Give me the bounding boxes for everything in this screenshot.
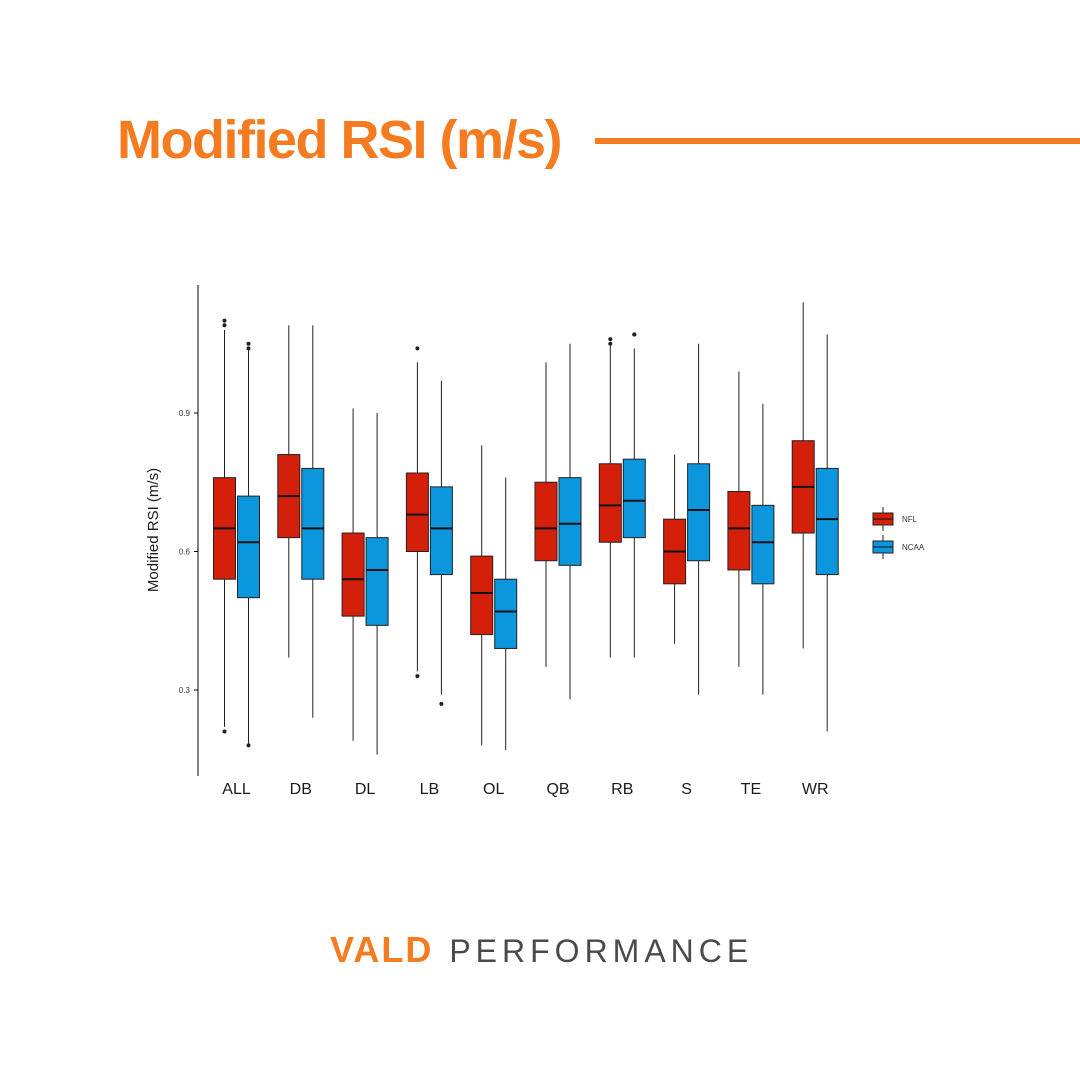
box-iqr xyxy=(622,458,646,539)
box-iqr xyxy=(815,467,839,576)
outlier-point xyxy=(415,346,420,351)
box-nfl-wr xyxy=(791,302,815,649)
box-ncaa-rb xyxy=(622,332,646,658)
y-axis-label: Modified RSI (m/s) xyxy=(145,468,162,592)
y-tick-label: 0.3 xyxy=(179,686,191,695)
legend-item-nfl: NFL xyxy=(872,507,918,531)
box-nfl-rb xyxy=(598,337,622,658)
x-axis-labels: ALL DB DL LB OL QB RB S TE WR xyxy=(222,781,828,798)
box-ncaa-all xyxy=(237,341,260,748)
x-tick-label: S xyxy=(681,781,692,798)
outlier-point xyxy=(246,743,251,748)
y-tick-label: 0.6 xyxy=(179,548,191,557)
outlier-point xyxy=(608,341,613,346)
box-nfl-all xyxy=(213,318,236,734)
brand-primary: VALD xyxy=(330,929,434,970)
box-nfl-qb xyxy=(534,362,558,667)
box-ncaa-db xyxy=(301,325,325,718)
box-series xyxy=(213,302,839,755)
outlier-point xyxy=(222,729,227,734)
box-iqr xyxy=(470,555,494,636)
outlier-point xyxy=(222,318,227,323)
x-tick-label: QB xyxy=(546,781,569,798)
box-ncaa-ol xyxy=(494,477,518,751)
box-iqr xyxy=(341,532,365,617)
y-axis-ticks: 0.3 0.6 0.9 xyxy=(179,409,198,695)
box-ncaa-wr xyxy=(815,334,839,732)
title-rule xyxy=(595,138,1080,144)
outlier-point xyxy=(415,674,420,679)
box-iqr xyxy=(687,463,711,562)
legend-label: NCAA xyxy=(902,543,925,552)
outlier-point xyxy=(246,341,251,346)
box-iqr xyxy=(237,495,260,599)
box-ncaa-dl xyxy=(365,413,389,755)
box-iqr xyxy=(301,467,325,580)
x-tick-label: WR xyxy=(802,781,829,798)
x-tick-label: TE xyxy=(741,781,761,798)
box-iqr xyxy=(751,504,775,585)
box-ncaa-s xyxy=(687,343,711,695)
box-nfl-lb xyxy=(405,346,429,679)
box-iqr xyxy=(558,477,582,566)
x-tick-label: DB xyxy=(290,781,312,798)
brand-logo: VALD PERFORMANCE xyxy=(330,928,753,980)
box-iqr xyxy=(598,463,622,543)
box-iqr xyxy=(494,578,518,649)
x-tick-label: RB xyxy=(611,781,633,798)
box-iqr xyxy=(429,486,453,576)
y-tick-label: 0.9 xyxy=(179,409,191,418)
legend: NFL NCAA xyxy=(872,507,925,559)
outlier-point xyxy=(439,701,444,706)
box-nfl-db xyxy=(277,325,301,658)
page-title: Modified RSI (m/s) xyxy=(117,110,563,170)
x-tick-label: LB xyxy=(420,781,440,798)
box-iqr xyxy=(727,490,751,571)
outlier-point xyxy=(608,337,613,342)
box-ncaa-qb xyxy=(558,343,582,700)
box-nfl-dl xyxy=(341,408,365,741)
legend-item-ncaa: NCAA xyxy=(872,535,925,559)
outlier-point xyxy=(632,332,637,337)
x-tick-label: OL xyxy=(483,781,504,798)
x-tick-label: ALL xyxy=(222,781,251,798)
box-ncaa-lb xyxy=(429,380,453,706)
box-nfl-te xyxy=(727,371,751,667)
box-iqr xyxy=(534,481,558,562)
box-iqr xyxy=(405,472,429,552)
outlier-point xyxy=(246,346,251,351)
box-nfl-ol xyxy=(470,445,494,746)
legend-label: NFL xyxy=(902,515,918,524)
box-nfl-s xyxy=(663,454,687,644)
box-ncaa-te xyxy=(751,403,775,695)
outlier-point xyxy=(222,323,227,328)
brand-secondary: PERFORMANCE xyxy=(449,933,754,969)
box-iqr xyxy=(365,537,389,626)
x-tick-label: DL xyxy=(355,781,376,798)
